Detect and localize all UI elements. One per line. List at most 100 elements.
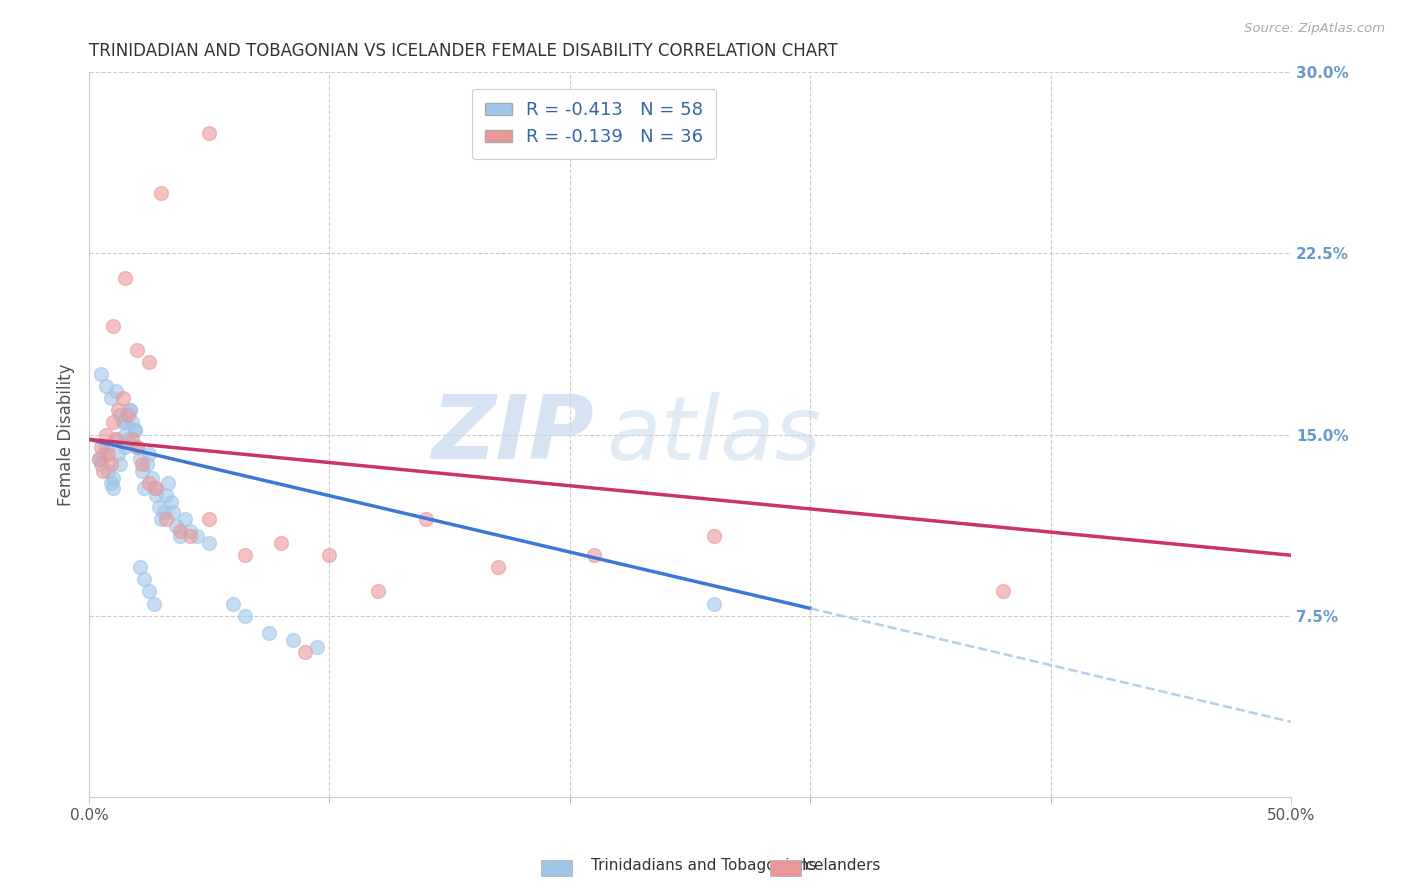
Point bbox=[283, 632, 305, 647]
Point bbox=[141, 471, 163, 485]
Point bbox=[97, 464, 120, 478]
Point bbox=[114, 440, 136, 454]
Point bbox=[703, 529, 725, 543]
Point bbox=[150, 186, 173, 201]
Point bbox=[169, 529, 191, 543]
Point bbox=[145, 488, 167, 502]
Point bbox=[127, 343, 149, 357]
Point bbox=[121, 416, 143, 430]
Point bbox=[148, 500, 170, 514]
Point bbox=[128, 560, 150, 574]
Point bbox=[134, 573, 156, 587]
Point bbox=[143, 597, 166, 611]
Point bbox=[114, 427, 136, 442]
Point bbox=[104, 433, 127, 447]
Point bbox=[110, 409, 132, 423]
Point bbox=[128, 451, 150, 466]
Point bbox=[186, 529, 208, 543]
Point bbox=[131, 464, 153, 478]
Point bbox=[138, 447, 160, 461]
Point bbox=[294, 645, 316, 659]
Point bbox=[118, 403, 141, 417]
Point bbox=[97, 447, 120, 461]
Point bbox=[233, 548, 256, 562]
Point bbox=[114, 270, 136, 285]
Point bbox=[93, 464, 115, 478]
Point bbox=[222, 597, 245, 611]
Point bbox=[107, 403, 129, 417]
Point bbox=[259, 625, 281, 640]
Point bbox=[162, 505, 184, 519]
Point bbox=[138, 475, 160, 490]
Point bbox=[90, 368, 112, 382]
Point bbox=[101, 471, 124, 485]
Point bbox=[169, 524, 191, 538]
Point bbox=[100, 392, 122, 406]
Point bbox=[486, 560, 509, 574]
Point bbox=[307, 640, 329, 654]
Point bbox=[127, 440, 149, 454]
Text: Trinidadians and Tobagonians: Trinidadians and Tobagonians bbox=[591, 858, 815, 872]
Point bbox=[93, 447, 115, 461]
Legend: R = -0.413   N = 58, R = -0.139   N = 36: R = -0.413 N = 58, R = -0.139 N = 36 bbox=[472, 88, 716, 159]
Point bbox=[100, 475, 122, 490]
Point bbox=[155, 488, 177, 502]
Point bbox=[415, 512, 437, 526]
Point bbox=[270, 536, 292, 550]
Text: Source: ZipAtlas.com: Source: ZipAtlas.com bbox=[1244, 22, 1385, 36]
Point bbox=[87, 451, 110, 466]
Point bbox=[124, 423, 146, 437]
Point bbox=[179, 524, 201, 538]
Point bbox=[165, 519, 187, 533]
Text: atlas: atlas bbox=[606, 392, 821, 477]
Point bbox=[94, 427, 117, 442]
Point bbox=[118, 403, 141, 417]
Point bbox=[703, 597, 725, 611]
Point bbox=[159, 495, 181, 509]
Point bbox=[152, 505, 174, 519]
Point bbox=[101, 481, 124, 495]
Point bbox=[198, 126, 221, 140]
Point bbox=[138, 584, 160, 599]
Point bbox=[157, 475, 180, 490]
Point bbox=[104, 384, 127, 398]
Point bbox=[138, 355, 160, 369]
Point bbox=[198, 536, 221, 550]
Point bbox=[90, 440, 112, 454]
Point bbox=[100, 457, 122, 471]
Point bbox=[174, 512, 197, 526]
Point bbox=[111, 392, 134, 406]
Point bbox=[114, 416, 136, 430]
Point bbox=[318, 548, 340, 562]
Point bbox=[94, 440, 117, 454]
Point bbox=[145, 481, 167, 495]
Point bbox=[101, 416, 124, 430]
Point bbox=[134, 481, 156, 495]
Point bbox=[155, 512, 177, 526]
Point bbox=[117, 409, 139, 423]
Text: Icelanders: Icelanders bbox=[801, 858, 880, 872]
Point bbox=[135, 457, 157, 471]
Point bbox=[179, 529, 201, 543]
Point bbox=[991, 584, 1014, 599]
Point bbox=[233, 608, 256, 623]
Point bbox=[94, 379, 117, 393]
Text: ZIP: ZIP bbox=[432, 391, 593, 478]
Point bbox=[90, 457, 112, 471]
Point bbox=[124, 423, 146, 437]
Point bbox=[198, 512, 221, 526]
Point bbox=[110, 457, 132, 471]
Point bbox=[131, 457, 153, 471]
Point bbox=[143, 481, 166, 495]
Y-axis label: Female Disability: Female Disability bbox=[58, 363, 75, 506]
Point bbox=[367, 584, 389, 599]
Text: TRINIDADIAN AND TOBAGONIAN VS ICELANDER FEMALE DISABILITY CORRELATION CHART: TRINIDADIAN AND TOBAGONIAN VS ICELANDER … bbox=[89, 42, 838, 60]
Point bbox=[87, 451, 110, 466]
Point bbox=[121, 433, 143, 447]
Point bbox=[582, 548, 605, 562]
Point bbox=[127, 440, 149, 454]
Point bbox=[117, 433, 139, 447]
Point bbox=[101, 318, 124, 333]
Point bbox=[107, 447, 129, 461]
Point bbox=[111, 416, 134, 430]
